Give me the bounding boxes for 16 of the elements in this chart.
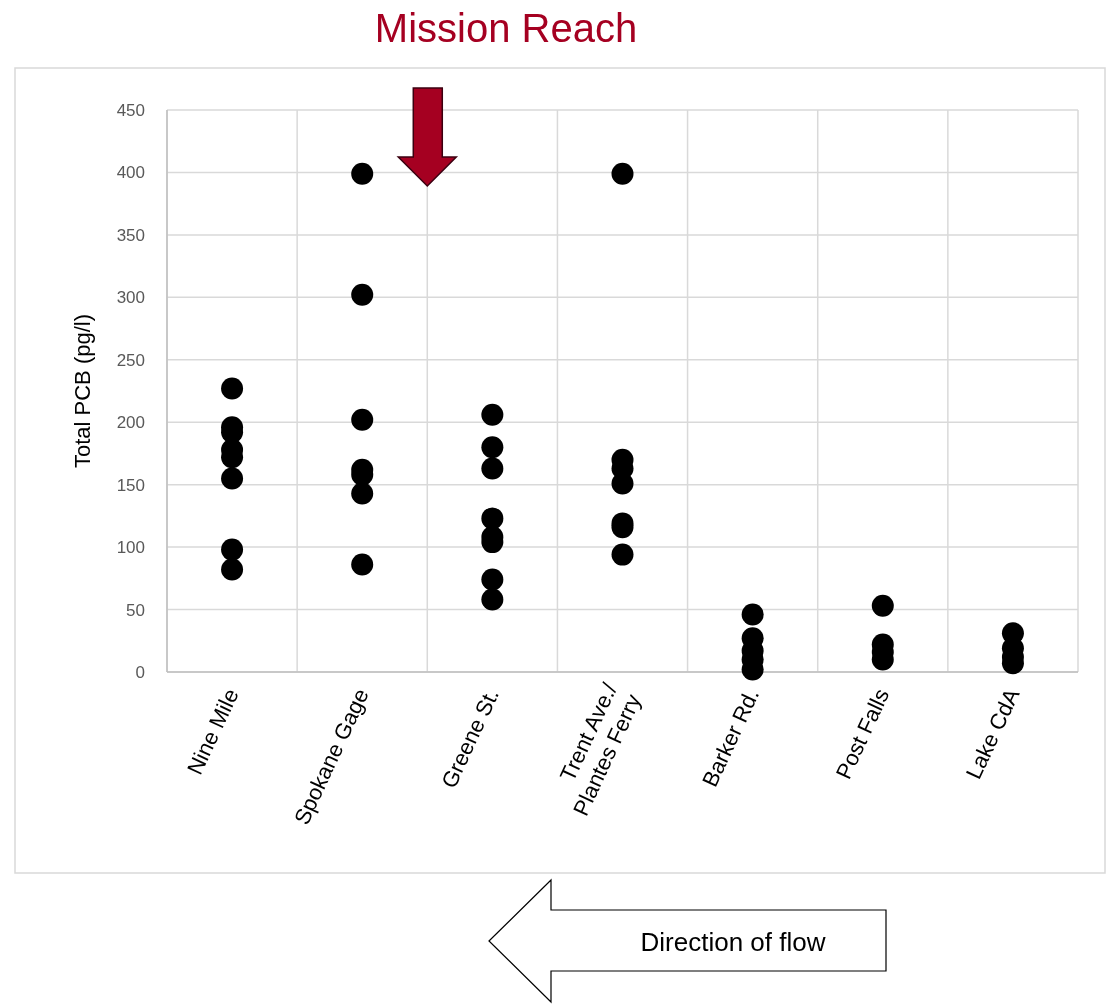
x-tick-label: Post Falls: [830, 684, 895, 783]
y-tick-label: 0: [135, 662, 145, 682]
y-tick-label: 300: [116, 288, 145, 308]
y-tick-label: 450: [116, 100, 145, 120]
y-tick-label: 350: [116, 225, 145, 245]
x-tick-label: Lake CdA: [960, 684, 1025, 783]
y-tick-label: 150: [116, 475, 145, 495]
y-tick-label: 100: [116, 538, 145, 558]
text: Direction of flow: [640, 927, 826, 958]
y-tick-label: 250: [116, 350, 145, 370]
y-tick-label: 400: [116, 163, 145, 183]
y-axis-title: Total PCB (pg/l): [70, 313, 95, 469]
x-tick-label: Nine Mile: [182, 684, 244, 779]
y-tick-label: 50: [126, 600, 145, 620]
y-tick-label: 200: [116, 413, 145, 433]
chart-title: Mission Reach: [374, 6, 638, 50]
